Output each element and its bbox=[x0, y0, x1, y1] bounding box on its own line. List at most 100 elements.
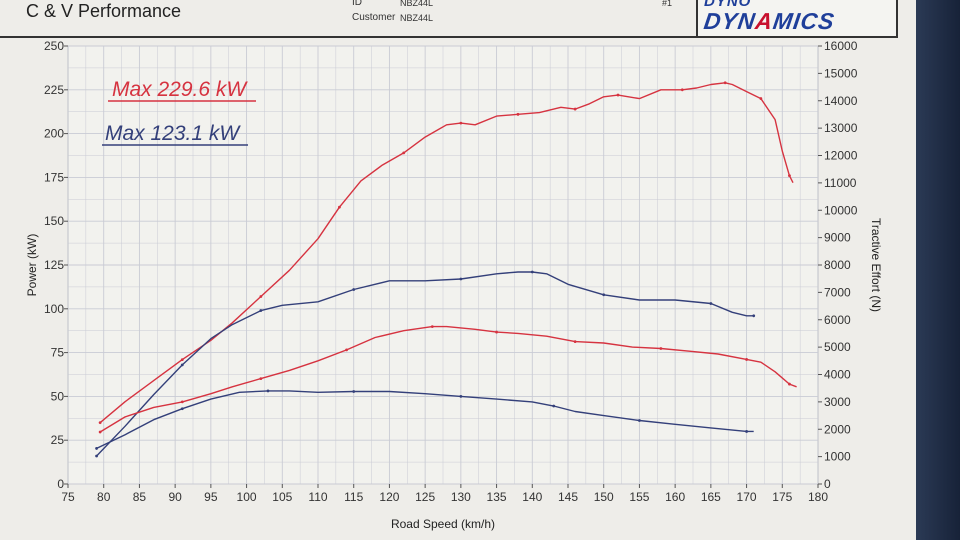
x-tick-label: 100 bbox=[237, 490, 257, 504]
y-tick-label: 0 bbox=[57, 477, 64, 491]
x-tick-label: 155 bbox=[629, 490, 649, 504]
data-point-red_power bbox=[98, 421, 102, 425]
data-point-blue_power bbox=[95, 454, 98, 458]
x-tick-label: 145 bbox=[558, 490, 578, 504]
y2-tick-label: 5000 bbox=[824, 340, 851, 354]
data-point-red_tractive bbox=[573, 340, 577, 344]
x-tick-label: 125 bbox=[415, 490, 435, 504]
x-tick-label: 165 bbox=[701, 490, 721, 504]
data-point-red_power bbox=[180, 358, 184, 362]
data-point-red_tractive bbox=[788, 382, 791, 386]
y2-tick-label: 6000 bbox=[824, 313, 851, 327]
id-value: NBZ44L bbox=[400, 0, 434, 8]
data-point-red_power bbox=[680, 88, 684, 92]
data-point-red_power bbox=[573, 107, 577, 111]
customer-value: NBZ44L bbox=[400, 13, 434, 23]
y-tick-label: 175 bbox=[44, 170, 64, 184]
data-point-blue_power bbox=[709, 302, 713, 305]
data-point-blue_tractive bbox=[552, 404, 556, 408]
max-power-red-annotation: Max 229.6 kW bbox=[112, 78, 248, 101]
data-point-blue_power bbox=[180, 363, 184, 367]
customer-label: Customer bbox=[352, 12, 396, 23]
data-point-blue_tractive bbox=[352, 390, 356, 393]
id-label: ID bbox=[352, 0, 362, 8]
data-point-red_power bbox=[402, 151, 406, 155]
y-tick-label: 150 bbox=[44, 214, 64, 228]
y2-tick-label: 1000 bbox=[824, 450, 851, 464]
x-tick-label: 105 bbox=[272, 490, 292, 504]
data-point-blue_tractive bbox=[266, 389, 270, 393]
logo-top-text: DYNO bbox=[704, 0, 752, 10]
data-point-blue_power bbox=[752, 314, 756, 318]
x-tick-label: 115 bbox=[344, 490, 363, 504]
x-tick-label: 75 bbox=[61, 490, 75, 504]
x-tick-label: 135 bbox=[487, 490, 507, 504]
y2-tick-label: 9000 bbox=[824, 231, 851, 245]
y2-tick-label: 13000 bbox=[824, 121, 858, 135]
x-tick-label: 95 bbox=[204, 490, 218, 504]
data-point-blue_power bbox=[352, 288, 356, 291]
y-tick-label: 75 bbox=[51, 346, 65, 360]
y-tick-label: 225 bbox=[44, 83, 64, 97]
dyno-chart: 75 80 85 90 95 100 105 110 115 120 125 130 135 140 145… bbox=[25, 39, 883, 531]
data-point-red_tractive bbox=[345, 348, 348, 352]
x-tick-label: 175 bbox=[772, 490, 792, 504]
y2-tick-label: 16000 bbox=[824, 39, 858, 53]
x-tick-label: 85 bbox=[133, 490, 147, 504]
series-line-red_tractive bbox=[99, 325, 797, 433]
data-point-blue_power bbox=[459, 277, 463, 281]
y-tick-label: 50 bbox=[51, 389, 65, 403]
x-tick-label: 110 bbox=[308, 490, 327, 504]
x-tick-label: 160 bbox=[665, 490, 685, 504]
y2-axis-title: Tractive Effort (N) bbox=[869, 218, 883, 312]
data-point-red_tractive bbox=[495, 330, 498, 334]
x-axis-title: Road Speed (km/h) bbox=[391, 517, 495, 531]
x-tick-label: 150 bbox=[594, 490, 614, 504]
y2-axis-ticks: 0 1000 2000 3000 4000 5000 6000 7000 8000 9000 100… bbox=[818, 39, 858, 491]
sheet-edge-background bbox=[916, 0, 960, 540]
y2-tick-label: 3000 bbox=[824, 395, 851, 409]
data-point-red_tractive bbox=[659, 347, 663, 350]
data-point-blue_tractive bbox=[95, 447, 98, 450]
x-tick-label: 90 bbox=[168, 490, 182, 504]
data-point-red_power bbox=[459, 121, 463, 125]
y-axis-ticks: 0 25 50 75 100 125 150 175 200 225 250 bbox=[44, 39, 68, 491]
data-point-red_tractive bbox=[98, 430, 102, 434]
data-point-blue_power bbox=[530, 270, 534, 274]
y2-tick-label: 14000 bbox=[824, 94, 858, 108]
data-point-red_power bbox=[759, 97, 763, 100]
y2-tick-label: 0 bbox=[824, 477, 831, 491]
data-point-red_power bbox=[788, 174, 791, 178]
data-point-blue_tractive bbox=[745, 430, 748, 433]
data-point-red_power bbox=[616, 93, 620, 97]
y2-tick-label: 4000 bbox=[824, 368, 851, 382]
header-rule bbox=[0, 36, 896, 38]
data-point-red_power bbox=[723, 81, 727, 85]
data-point-red_power bbox=[259, 295, 263, 298]
series-line-blue_tractive bbox=[96, 390, 754, 450]
x-tick-label: 170 bbox=[737, 490, 757, 504]
data-point-red_tractive bbox=[180, 400, 184, 404]
y2-tick-label: 7000 bbox=[824, 285, 851, 299]
run-number: #1 bbox=[662, 0, 673, 8]
data-point-blue_power bbox=[602, 293, 606, 297]
data-point-red_tractive bbox=[745, 358, 748, 361]
company-name: C & V Performance bbox=[26, 1, 182, 21]
data-point-red_power bbox=[516, 112, 520, 116]
data-point-red_tractive bbox=[430, 325, 434, 328]
data-point-blue_tractive bbox=[459, 395, 463, 398]
x-axis-ticks: 75 80 85 90 95 100 105 110 115 120 125 130 135 140 145… bbox=[61, 484, 828, 504]
data-point-blue_tractive bbox=[638, 419, 641, 422]
y-tick-label: 250 bbox=[44, 39, 64, 53]
y2-tick-label: 15000 bbox=[824, 66, 858, 80]
grid-lines bbox=[67, 45, 819, 485]
max-power-blue-annotation: Max 123.1 kW bbox=[105, 122, 241, 145]
series-line-red_power bbox=[99, 82, 794, 424]
x-tick-label: 80 bbox=[97, 490, 111, 504]
data-point-red_tractive bbox=[259, 377, 263, 381]
y2-tick-label: 2000 bbox=[824, 422, 851, 436]
y-axis-title: Power (kW) bbox=[25, 234, 39, 297]
x-tick-label: 180 bbox=[808, 490, 828, 504]
x-tick-label: 140 bbox=[522, 490, 542, 504]
y2-tick-label: 11000 bbox=[824, 176, 857, 190]
